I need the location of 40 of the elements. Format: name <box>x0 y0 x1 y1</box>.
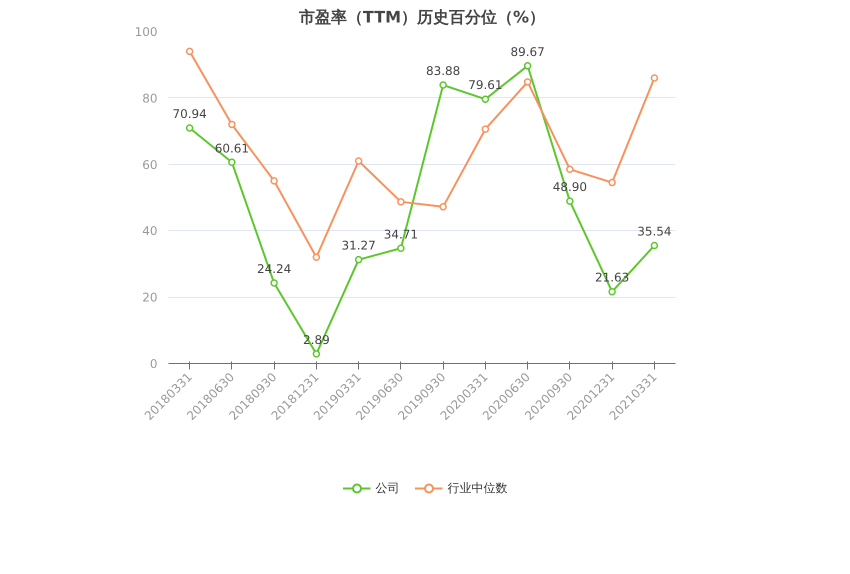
data-label: 83.88 <box>426 64 460 78</box>
point <box>312 254 320 262</box>
chart-title: 市盈率（TTM）历史百分位（%） <box>298 8 546 26</box>
y-tick-label: 20 <box>142 290 158 305</box>
point <box>312 350 320 358</box>
point <box>608 288 616 296</box>
data-label: 70.94 <box>172 106 207 121</box>
point <box>439 203 447 211</box>
y-tick-label: 80 <box>142 91 158 106</box>
legend-label: 行业中位数 <box>448 480 508 496</box>
point <box>186 48 194 56</box>
point <box>186 124 194 132</box>
point <box>228 120 236 128</box>
point <box>650 74 658 82</box>
data-label: 79.61 <box>468 78 503 92</box>
y-tick-label: 40 <box>142 224 158 238</box>
point <box>566 166 574 174</box>
point <box>650 242 658 250</box>
point <box>354 256 362 264</box>
point <box>270 177 278 185</box>
y-tick-label: 0 <box>150 357 158 371</box>
point <box>397 244 405 252</box>
y-tick-label: 60 <box>142 158 158 172</box>
point <box>439 81 447 89</box>
point <box>397 198 405 206</box>
point <box>270 279 278 287</box>
point <box>354 157 362 165</box>
y-tick-label: 100 <box>134 25 158 39</box>
point <box>524 62 532 70</box>
point <box>482 95 490 103</box>
data-label: 60.61 <box>214 141 250 156</box>
data-label: 35.54 <box>637 224 672 239</box>
legend-label: 公司 <box>376 480 400 496</box>
point <box>566 197 574 205</box>
point <box>524 78 532 86</box>
point <box>228 158 236 166</box>
data-label: 31.27 <box>341 238 376 253</box>
point <box>608 178 616 186</box>
point <box>482 125 490 133</box>
data-label: 89.67 <box>510 44 545 59</box>
